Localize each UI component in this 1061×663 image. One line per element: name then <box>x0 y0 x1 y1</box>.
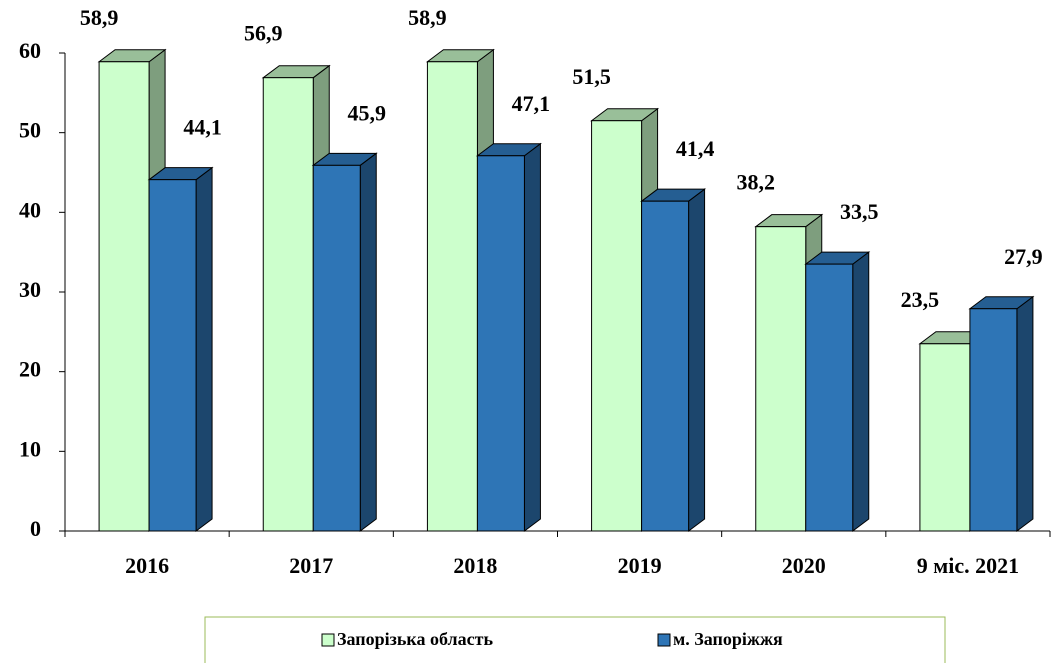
x-tick-label: 2017 <box>289 553 333 578</box>
bar <box>755 226 807 532</box>
value-label: 41,4 <box>676 136 715 161</box>
legend-box <box>204 616 946 663</box>
x-tick-label: 9 міс. 2021 <box>917 553 1019 578</box>
value-label: 33,5 <box>840 199 879 224</box>
value-label: 27,9 <box>1004 244 1043 269</box>
bar <box>312 164 361 532</box>
y-tick-label: 60 <box>19 38 41 63</box>
value-label: 47,1 <box>512 91 551 116</box>
bar-side <box>523 142 541 532</box>
bar <box>476 155 525 532</box>
value-label: 44,1 <box>183 115 222 140</box>
bar <box>919 343 971 532</box>
bar <box>262 77 314 532</box>
x-tick-label: 2016 <box>125 553 169 578</box>
x-tick-label: 2018 <box>453 553 497 578</box>
legend-swatch <box>657 633 671 647</box>
bar <box>148 179 197 532</box>
value-label: 58,9 <box>80 5 119 30</box>
x-tick-label: 2020 <box>782 553 826 578</box>
bar <box>98 61 150 532</box>
value-label: 56,9 <box>244 21 283 46</box>
bar <box>805 263 854 532</box>
y-tick-label: 50 <box>19 118 41 143</box>
y-tick-label: 30 <box>19 277 41 302</box>
legend-label: Запорізька область <box>337 629 493 649</box>
bar <box>591 120 643 532</box>
bar-side <box>359 152 377 532</box>
bar <box>641 200 690 532</box>
x-tick-label: 2019 <box>618 553 662 578</box>
bar-side <box>852 251 870 532</box>
value-label: 23,5 <box>901 287 940 312</box>
value-label: 38,2 <box>737 170 776 195</box>
bar-side <box>688 188 706 532</box>
legend-label: м. Запоріжжя <box>673 629 783 649</box>
bar-side <box>1016 295 1034 533</box>
y-tick-label: 0 <box>30 516 41 541</box>
bar <box>969 308 1018 532</box>
y-tick-label: 20 <box>19 357 41 382</box>
value-label: 58,9 <box>408 5 447 30</box>
y-tick-label: 40 <box>19 197 41 222</box>
legend-swatch <box>321 633 335 647</box>
value-label: 45,9 <box>348 100 387 125</box>
value-label: 51,5 <box>572 64 611 89</box>
y-tick-label: 10 <box>19 436 41 461</box>
bar-side <box>195 166 213 532</box>
bar <box>426 61 478 532</box>
